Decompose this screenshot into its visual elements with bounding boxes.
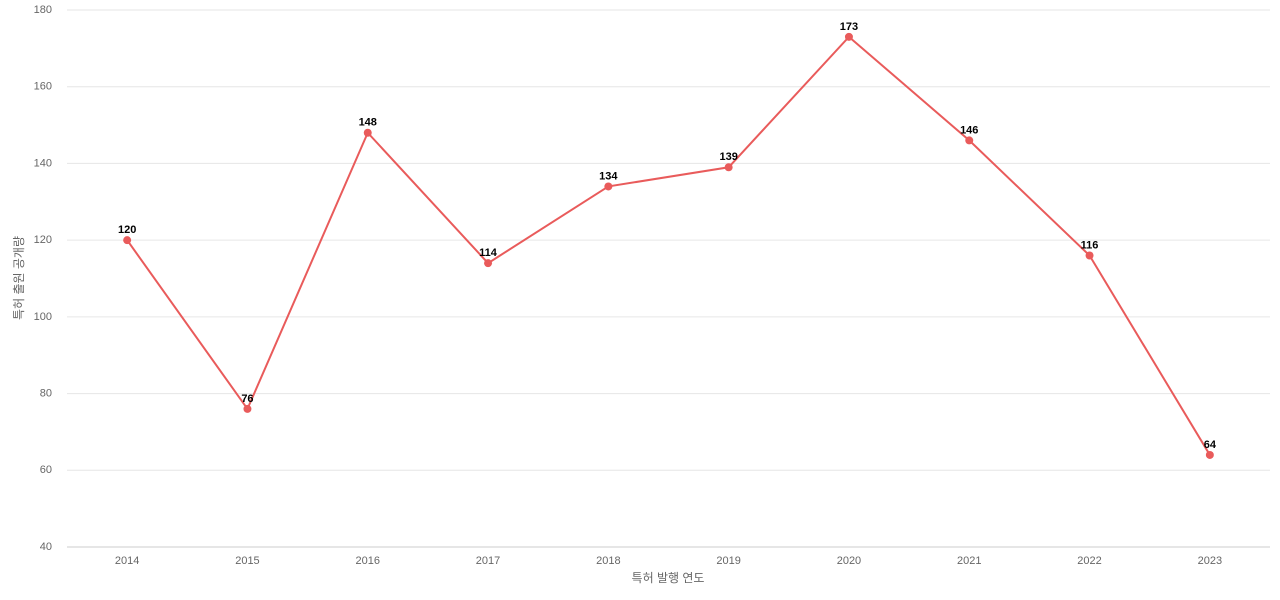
point (1085, 251, 1094, 260)
point (243, 404, 252, 413)
point (844, 32, 853, 41)
x-tick-label: 2019 (716, 555, 740, 567)
x-tick-label: 2018 (596, 555, 620, 567)
y-tick-label: 140 (34, 157, 52, 169)
y-tick-label: 180 (34, 4, 52, 16)
point (123, 236, 132, 245)
value-label: 64 (1204, 439, 1217, 451)
x-axis-label: 특허 발행 연도 (632, 570, 705, 585)
point (604, 182, 613, 191)
x-tick-label: 2021 (957, 555, 981, 567)
value-label: 139 (719, 151, 737, 163)
point (724, 163, 733, 172)
y-tick-label: 40 (40, 541, 52, 553)
point (1205, 450, 1214, 459)
x-tick-label: 2023 (1198, 555, 1222, 567)
x-tick-label: 2022 (1077, 555, 1101, 567)
value-label: 173 (840, 21, 858, 33)
point (363, 128, 372, 137)
y-tick-label: 100 (34, 311, 52, 323)
value-label: 116 (1081, 239, 1099, 251)
point (965, 136, 974, 145)
x-tick-label: 2016 (356, 555, 380, 567)
value-label: 148 (359, 117, 377, 129)
value-label: 76 (241, 393, 253, 405)
value-label: 146 (960, 124, 978, 136)
x-tick-label: 2014 (115, 555, 139, 567)
x-tick-label: 2020 (837, 555, 861, 567)
x-tick-label: 2015 (235, 555, 259, 567)
line (126, 35, 1211, 456)
y-tick-label: 160 (34, 81, 52, 93)
y-tick-label: 120 (34, 234, 52, 246)
value-label: 120 (118, 224, 136, 236)
y-tick-label: 80 (40, 387, 52, 399)
point (484, 259, 493, 268)
value-label: 114 (479, 247, 498, 259)
y-axis-label: 특허 출원 공개량 (12, 236, 26, 320)
x-tick-label: 2017 (476, 555, 500, 567)
value-label: 134 (599, 170, 618, 182)
y-tick-label: 60 (40, 464, 52, 476)
